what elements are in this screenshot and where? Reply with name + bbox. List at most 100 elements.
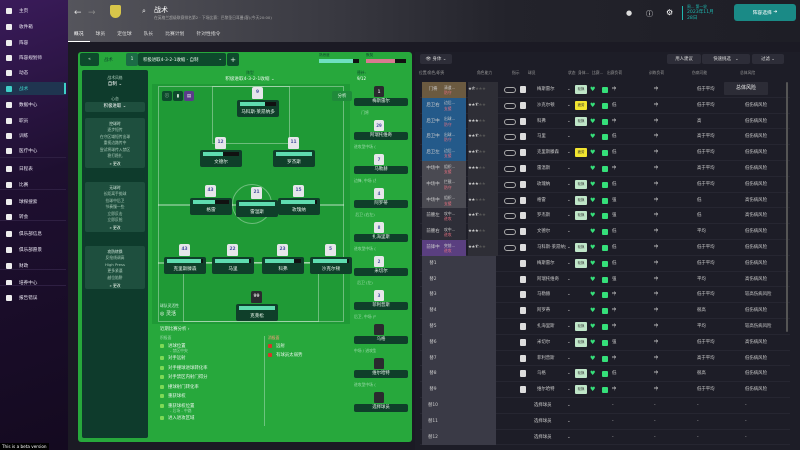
quick-pick-button[interactable]: 快速挑选 ⌄ [702,54,750,64]
shirt-icon[interactable]: 12 [215,137,226,149]
sidebar-item[interactable]: 比赛 [0,178,66,191]
search-icon[interactable]: ⌕ [142,7,146,15]
player-card[interactable]: 科弗 [262,257,304,274]
table-row[interactable]: 前锋中 突前... 进攻 ★★⯪★★ 马科斯·莱昂纳多 ⌄ 轮换 ♥ 低中低于平均 低伤病风险 [420,240,790,256]
chevron-down-icon[interactable]: ⌄ [567,371,571,377]
chevron-down-icon[interactable]: ⌄ [567,355,571,361]
chevron-down-icon[interactable]: ⌄ [567,229,571,235]
chevron-down-icon[interactable]: ⌄ [567,150,571,156]
sub-slot[interactable]: 1 梅斯雷尔 门将 [354,86,408,115]
sidebar-item[interactable]: 培养中心 [0,276,66,289]
table-row[interactable]: 替9 维尔哈特 ⌄ 轮换 ♥ 中 中 低于平均 低伤病风险 [420,382,790,398]
column-header[interactable]: 位置/角色/职责 [419,70,445,75]
assistant-icon[interactable]: ● [626,9,633,17]
player-name[interactable]: 扎海里斯 [537,324,555,329]
sidebar-item[interactable]: 医疗中心 [0,144,66,157]
sidebar-item[interactable]: 日程表 [0,162,66,175]
filter-button[interactable]: 过滤 ⌄ [752,54,784,64]
role-cell[interactable]: 攻中... 进攻 [444,224,466,240]
instructions-toggle[interactable] [504,197,516,204]
role-cell[interactable]: 出球... 防守 [444,113,466,130]
table-row[interactable]: 替8 乌格 ⌄ 轮换 ♥ 低 中 很高 低伤病风险 [420,366,790,383]
shirt-icon[interactable]: 15 [293,185,304,197]
table-row[interactable]: 门将 清道... 防守 ★⯪★★★ 梅斯雷尔 ⌄ 轮换 ♥ 中中低于平均 [420,82,790,98]
player-name[interactable]: 克里斯滕森 [537,150,559,156]
player-name[interactable]: 格雷 [537,197,546,203]
sidebar-item[interactable]: 动态 [0,66,66,79]
forward-icon[interactable]: → [88,8,96,18]
scrollbar[interactable] [786,82,788,332]
sidebar-item[interactable]: 阵容 [0,36,66,49]
column-header[interactable]: 训练负荷 [649,70,665,75]
shirt-icon[interactable]: 11 [288,137,299,149]
chevron-down-icon[interactable]: ⌄ [567,260,571,266]
tab[interactable]: 概况 [68,26,90,42]
role-cell[interactable]: 清道... 防守 [444,82,466,98]
chevron-down-icon[interactable]: ⌄ [567,276,571,282]
player-name[interactable]: 雷温斯 [537,166,551,171]
sub-slot[interactable]: 2 米切尔 后卫 (左) [354,256,408,285]
player-name[interactable]: 玫瑰纳 [537,181,551,187]
roles-icon[interactable]: ▤ [184,91,194,101]
table-row[interactable]: 替7 菲利普斯 ⌄ ♥ 中 中 高于平均 低伤病风险 [420,350,790,367]
player-card[interactable]: 沙克尔顿 [310,257,352,274]
instructions-toggle[interactable] [504,213,516,220]
collapse-button[interactable]: « [80,53,99,66]
chevron-down-icon[interactable]: ⌄ [567,118,571,124]
chevron-down-icon[interactable]: ⌄ [567,339,571,345]
role-cell[interactable]: 攻中... 进攻 [444,208,466,225]
sub-slot[interactable]: 选择球员 [354,392,408,416]
player-name[interactable]: 梅斯雷尔 [537,260,555,266]
tab[interactable]: 球员 [95,32,106,37]
column-header[interactable]: 状态 [568,70,576,75]
column-header[interactable]: 指示 [512,70,520,75]
change-button[interactable]: » 更改 [109,283,121,289]
shirt-icon[interactable]: 43 [205,185,216,197]
change-button[interactable]: » 更改 [109,225,121,231]
chevron-down-icon[interactable]: ⌄ [567,213,571,219]
change-button[interactable]: » 更改 [109,161,121,167]
player-card[interactable]: 马里 [212,257,254,274]
tab[interactable]: 针对性指令 [196,32,221,37]
sidebar-item[interactable]: 数据中心 [0,98,66,111]
table-row[interactable]: 中场中 组织... 支援 ★★★★★ 雷温斯 ⌄ ♥ 中中高于平均 低伤病风险 [420,161,790,177]
column-header[interactable]: 伤病可能 [692,70,708,75]
sidebar-item[interactable]: 财政 [0,259,66,272]
table-row[interactable]: 替3 马勒赫 ⌄ ♥ 中 中 低于平均 较高伤病风险 [420,287,790,304]
table-row[interactable]: 中场中 组织... 支援 ★★★★★ 格雷 ⌄ 轮换 ♥ 强中低高伤病风险 [420,192,790,209]
table-row[interactable]: 替11 选择球员 ⌄ - - - - [420,413,790,430]
sidebar-item[interactable]: 球探搜索 [0,195,66,208]
tab[interactable]: 定位球 [117,32,132,37]
player-name[interactable]: 阿瑞托维奇 [537,276,559,282]
table-row[interactable]: 替5 扎海里斯 ⌄ 轮换 ♥ 中 中 平均 较高伤病风险 [420,319,790,335]
sidebar-item[interactable]: 职员 [0,114,66,127]
shirt-icon[interactable]: 22 [227,244,238,256]
chevron-down-icon[interactable]: ⌄ [567,87,571,92]
player-name[interactable]: 选择球员 [534,418,552,424]
table-row[interactable]: 替12 选择球员 ⌄ - - - - [420,429,790,446]
analyse-button[interactable]: 分析 [332,91,352,101]
chevron-down-icon[interactable]: ⌄ [567,387,571,393]
player-card[interactable]: 文德尔 [200,150,242,167]
player-card[interactable]: 雷温斯 [236,200,278,217]
player-card[interactable]: 克里斯滕森 [164,257,206,274]
view-select[interactable]: 👁 身体 ⌄ [420,54,452,64]
table-row[interactable]: 后卫右 边后... 支援 ★★⯪★★ 沙克尔顿 ⌄ 疲劳 ♥ 低中低于平均 低伤病风险 [420,97,790,114]
club-crest-icon[interactable] [110,5,121,18]
player-name[interactable]: 维尔哈特 [537,387,555,393]
instructions-toggle[interactable] [504,118,516,125]
player-card[interactable]: 格雷 [190,198,232,215]
style-select[interactable]: 自制 ⌄ [107,82,123,87]
player-name[interactable]: 米切尔 [537,339,551,345]
column-header[interactable]: 比赛... [592,70,604,75]
player-name[interactable]: 马勒赫 [537,292,551,298]
chevron-down-icon[interactable]: ⌄ [567,403,571,408]
table-row[interactable]: 后卫中 出球... 防守 ★★⯪★★ 马里 ⌄ ♥ 低中高于平均 低伤病风险 [420,129,790,146]
player-name[interactable]: 马科斯·莱昂纳多 [537,245,566,250]
chevron-down-icon[interactable]: ⌄ [567,197,571,203]
instructions-toggle[interactable] [504,166,516,172]
role-cell[interactable]: 组织... 支援 [444,192,466,209]
